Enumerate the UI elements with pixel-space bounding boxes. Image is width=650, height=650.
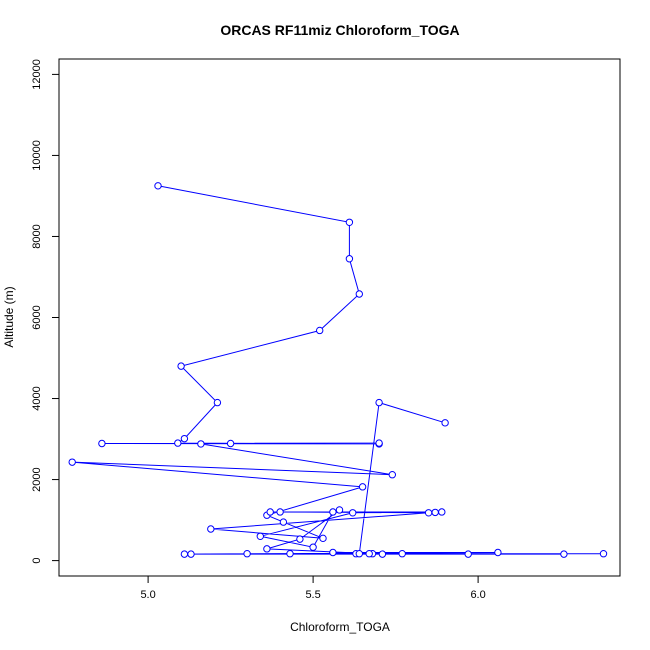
y-tick-label: 0 — [31, 558, 43, 564]
data-point — [365, 550, 373, 558]
series-layer — [68, 182, 608, 558]
data-point — [329, 548, 337, 557]
data-point — [174, 439, 182, 447]
data-point — [154, 182, 162, 190]
data-point — [187, 550, 195, 558]
y-tick-label: 6000 — [31, 305, 43, 329]
x-tick-label: 6.0 — [470, 589, 485, 601]
data-point — [180, 550, 189, 558]
x-axis-label: Chloroform_TOGA — [290, 620, 390, 634]
data-point — [266, 508, 274, 516]
data-point — [309, 543, 317, 551]
data-point — [464, 550, 472, 558]
data-point — [599, 550, 608, 558]
y-axis: 0 2000 4000 6000 8000 10000 12000 — [31, 59, 60, 564]
y-tick-label: 2000 — [31, 467, 43, 491]
y-tick-label: 8000 — [31, 224, 43, 248]
y-tick-label: 12000 — [31, 59, 43, 90]
x-tick-label: 5.5 — [305, 589, 320, 601]
data-point — [319, 534, 327, 543]
data-point — [375, 439, 383, 447]
data-point — [286, 550, 294, 558]
data-point — [438, 508, 446, 516]
data-point — [296, 535, 304, 543]
y-tick-label: 10000 — [31, 140, 43, 171]
data-point — [398, 550, 406, 558]
data-point — [441, 419, 449, 427]
data-point — [431, 508, 439, 517]
x-tick-label: 5.0 — [140, 589, 155, 601]
data-point — [226, 439, 235, 448]
plot-area-frame — [58, 58, 621, 577]
data-point — [345, 255, 354, 263]
data-point — [349, 509, 357, 517]
y-tick-label: 4000 — [31, 386, 43, 410]
data-point — [358, 483, 367, 491]
data-point — [279, 518, 288, 526]
data-point — [388, 471, 396, 479]
y-axis-label: Altitude (m) — [2, 286, 16, 347]
data-point — [355, 290, 363, 298]
data-point — [68, 458, 76, 466]
data-point — [355, 550, 363, 558]
data-point — [207, 525, 215, 533]
data-point — [197, 440, 205, 448]
data-point — [378, 550, 387, 558]
data-point — [424, 509, 433, 517]
data-point — [213, 398, 222, 407]
data-point — [263, 545, 271, 553]
series-line — [72, 185, 604, 555]
data-point — [345, 218, 354, 226]
data-point — [276, 508, 284, 516]
data-point — [256, 532, 264, 540]
data-point — [375, 398, 383, 407]
x-axis: 5.0 5.5 6.0 — [140, 575, 486, 601]
chart-title: ORCAS RF11miz Chloroform_TOGA — [220, 22, 459, 38]
data-point — [560, 550, 568, 558]
data-point — [98, 439, 106, 448]
data-point — [329, 508, 337, 516]
data-point — [316, 326, 324, 335]
data-point — [177, 362, 185, 370]
data-point — [243, 550, 251, 558]
data-point — [180, 434, 189, 443]
data-point — [494, 548, 502, 557]
data-point — [335, 506, 344, 514]
